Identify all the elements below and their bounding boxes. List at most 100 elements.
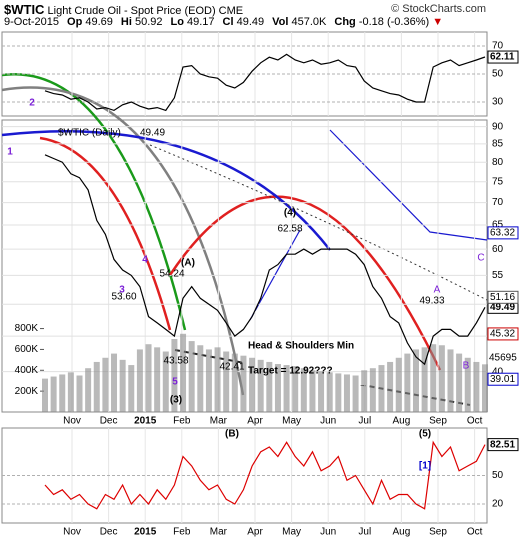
x-tick-label: Sep bbox=[429, 416, 447, 427]
x-tick-label: Apr bbox=[247, 527, 263, 538]
stat-label: Hi bbox=[120, 16, 132, 28]
header-title: $WTIC Light Crude Oil - Spot Price (EOD)… bbox=[4, 2, 243, 17]
y-tick-label: 90 bbox=[492, 121, 504, 132]
volume-bar bbox=[128, 365, 135, 412]
volume-bar bbox=[171, 339, 178, 412]
volume-bar bbox=[412, 349, 419, 412]
y-tick-label: 30 bbox=[492, 97, 504, 108]
annotation: Head & Shoulders Min bbox=[248, 341, 354, 352]
annotation: A bbox=[434, 285, 441, 296]
stat-value: -0.18 (-0.36%) bbox=[358, 16, 430, 28]
volume-bar bbox=[119, 359, 126, 412]
volume-bar bbox=[266, 361, 273, 412]
x-tick-label: Dec bbox=[100, 416, 118, 427]
volume-bar bbox=[136, 349, 143, 412]
legend-name: $WTIC (Daily) bbox=[58, 128, 121, 139]
down-arrow: ▼ bbox=[429, 16, 444, 28]
volume-bar bbox=[473, 361, 480, 412]
annotation: B bbox=[463, 361, 470, 372]
x-tick-label: Nov bbox=[63, 416, 81, 427]
y-tick-label: 50 bbox=[492, 69, 504, 80]
annotation: 43.58 bbox=[163, 356, 188, 367]
volume-bar bbox=[162, 351, 169, 412]
x-tick-label: Jul bbox=[358, 416, 371, 427]
volume-bar bbox=[361, 370, 368, 412]
price-line bbox=[44, 154, 486, 366]
annotation: 54.24 bbox=[159, 269, 184, 280]
volume-bar bbox=[283, 365, 290, 412]
x-tick-label: Jun bbox=[320, 416, 336, 427]
stat-label: Cl bbox=[222, 16, 234, 28]
stat-value: 49.17 bbox=[187, 16, 215, 28]
annotation: (3) bbox=[170, 395, 182, 406]
annotation: 53.60 bbox=[111, 292, 136, 303]
price-tag bbox=[487, 290, 519, 304]
annotation: 2 bbox=[29, 98, 35, 109]
arc-gray bbox=[1, 86, 245, 396]
volume-bar bbox=[369, 368, 376, 412]
volume-bar bbox=[343, 374, 350, 412]
x-tick-label: Apr bbox=[247, 416, 263, 427]
header-stats: 9-Oct-2015 Op 49.69 Hi 50.92 Lo 49.17 Cl 49.… bbox=[4, 16, 443, 28]
y-tick-label: 85 bbox=[492, 139, 504, 150]
volume-bar bbox=[42, 378, 48, 412]
volume-bar bbox=[430, 344, 437, 412]
x-tick-label: Feb bbox=[173, 527, 191, 538]
volume-bar bbox=[59, 374, 66, 412]
y-tick-label: 20 bbox=[492, 499, 504, 510]
volume-bar bbox=[223, 351, 230, 412]
title: Light Crude Oil - Spot Price (EOD) CME bbox=[47, 5, 244, 17]
x-tick-label: 2015 bbox=[134, 416, 157, 427]
stat-label: Lo bbox=[170, 16, 184, 28]
stat-value: 50.92 bbox=[134, 16, 163, 28]
y2-tick-label: 400K bbox=[15, 365, 39, 376]
volume-bar bbox=[292, 366, 299, 412]
volume-bar bbox=[300, 368, 307, 412]
price-tag-label: 39.01 bbox=[490, 374, 515, 385]
last-tag-label: 49.49 bbox=[490, 302, 515, 313]
volume-bar bbox=[249, 357, 256, 412]
volume-bar bbox=[240, 355, 247, 412]
price-tag bbox=[487, 327, 519, 341]
x-tick-label: Sep bbox=[429, 527, 447, 538]
last-tag bbox=[487, 50, 519, 64]
watermark: © StockCharts.com bbox=[391, 3, 486, 15]
volume-bar bbox=[404, 353, 411, 412]
volume-bar bbox=[257, 359, 264, 412]
x-tick-label: Oct bbox=[467, 527, 483, 538]
price-tag bbox=[487, 226, 519, 240]
annotation: (B) bbox=[225, 429, 239, 440]
volume-tag: 45695 bbox=[489, 353, 517, 364]
last-tag-label: 82.51 bbox=[490, 439, 515, 450]
legend-value: 49.49 bbox=[140, 128, 165, 139]
y2-tick-label: 200K bbox=[15, 386, 39, 397]
x-tick-label: May bbox=[282, 527, 301, 538]
annotation: Target = 12.92??? bbox=[248, 366, 333, 377]
arc-green bbox=[1, 72, 187, 331]
annotation: 4 bbox=[142, 255, 148, 266]
volume-bar bbox=[482, 364, 488, 412]
x-tick-label: Mar bbox=[210, 416, 228, 427]
y-tick-label: 70 bbox=[492, 197, 504, 208]
x-tick-label: Jun bbox=[320, 527, 336, 538]
x-tick-label: Nov bbox=[63, 527, 81, 538]
x-tick-label: May bbox=[282, 416, 301, 427]
volume-bar bbox=[214, 347, 221, 412]
y-tick-label: 40 bbox=[492, 366, 504, 377]
stat-label: Op bbox=[67, 16, 83, 28]
stat-value: 457.0K bbox=[291, 16, 327, 28]
last-tag-label: 62.11 bbox=[490, 52, 515, 63]
volume-bar bbox=[421, 347, 428, 412]
annotation: C bbox=[477, 253, 484, 264]
annotation: 62.58 bbox=[277, 224, 302, 235]
x-tick-label: Aug bbox=[393, 527, 411, 538]
y-tick-label: 50 bbox=[492, 470, 504, 481]
price-tag-label: 51.16 bbox=[490, 292, 515, 303]
y-tick-label: 65 bbox=[492, 220, 504, 231]
volume-bar bbox=[464, 357, 471, 412]
volume-bar bbox=[231, 353, 238, 412]
volume-bar bbox=[447, 349, 454, 412]
y-tick-label: 70 bbox=[492, 41, 504, 52]
y2-tick-label: 600K bbox=[15, 344, 39, 355]
symbol: $WTIC bbox=[4, 2, 45, 17]
